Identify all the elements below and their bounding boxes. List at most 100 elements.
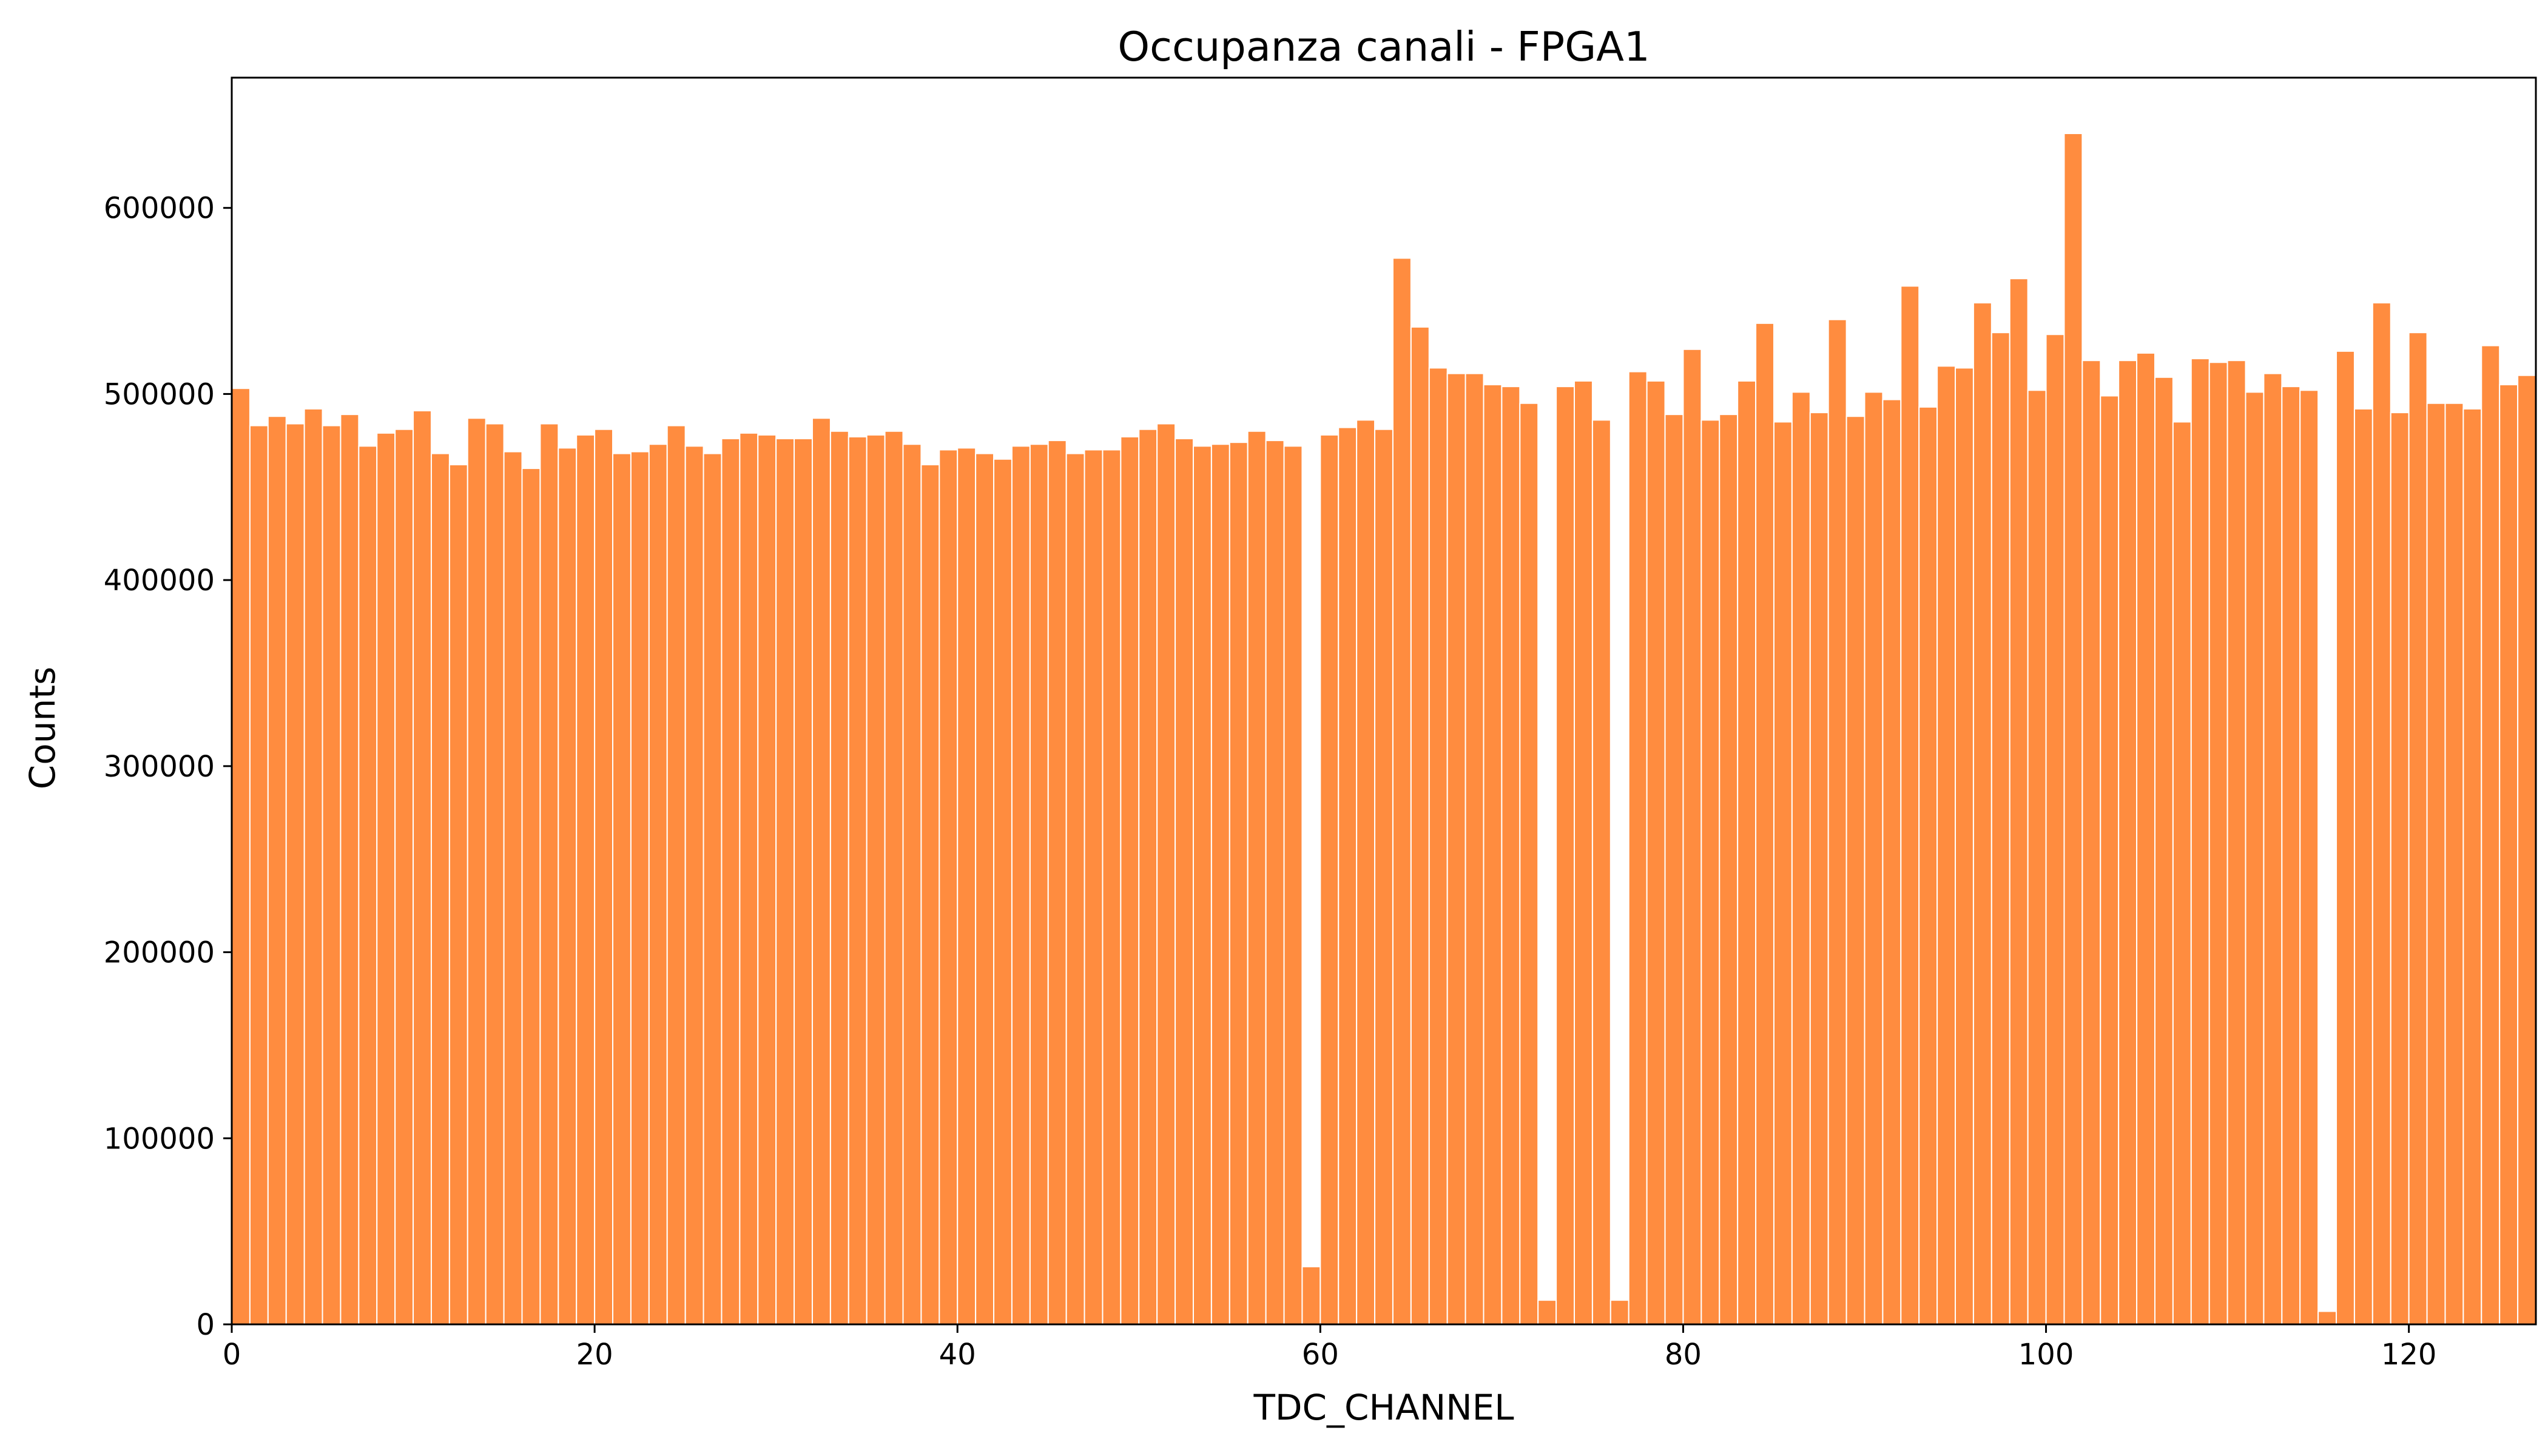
bar-channel-32 [811, 417, 831, 1325]
bar-channel-60 [1320, 434, 1340, 1325]
bar-channel-5 [322, 425, 342, 1325]
bar-channel-86 [1791, 391, 1811, 1326]
bar-channel-93 [1918, 406, 1938, 1325]
bar-channel-99 [2027, 389, 2047, 1325]
y-tick-label: 400000 [104, 564, 215, 598]
bar-channel-121 [2426, 402, 2446, 1325]
bar-channel-75 [1591, 419, 1611, 1326]
bar-channel-36 [884, 430, 904, 1325]
x-tick-label: 80 [1665, 1338, 1702, 1372]
bar-channel-104 [2118, 360, 2138, 1325]
bar-channel-81 [1700, 419, 1721, 1326]
bar-channel-61 [1338, 426, 1358, 1326]
bar-channel-52 [1175, 438, 1194, 1325]
bar-channel-9 [394, 428, 414, 1326]
bar-channel-107 [2172, 421, 2192, 1325]
bar-channel-62 [1356, 419, 1376, 1326]
bar-channel-3 [285, 423, 305, 1325]
bar-channel-56 [1247, 430, 1267, 1325]
bar-channel-41 [975, 453, 995, 1325]
bar-channel-90 [1864, 391, 1884, 1326]
bar-channel-89 [1845, 416, 1866, 1325]
bar-channel-24 [666, 425, 686, 1325]
bar-channel-7 [358, 445, 378, 1326]
bar-channel-40 [957, 447, 977, 1325]
bar-channel-112 [2263, 372, 2283, 1325]
bar-channel-2 [267, 416, 287, 1325]
bar-channel-115 [2317, 1310, 2337, 1325]
bar-channel-4 [303, 408, 323, 1325]
bar-channel-59 [1301, 1266, 1321, 1326]
bar-channel-14 [485, 423, 505, 1325]
bar-channel-94 [1936, 365, 1956, 1326]
bar-channel-111 [2245, 391, 2265, 1326]
y-tick-label: 0 [196, 1308, 215, 1342]
bar-channel-48 [1102, 449, 1122, 1325]
bar-channel-84 [1755, 322, 1774, 1325]
bar-channel-85 [1773, 421, 1793, 1325]
bar-channel-6 [340, 414, 360, 1325]
bar-channel-96 [1972, 302, 1992, 1326]
bar-channel-17 [539, 423, 559, 1325]
bar-channel-11 [430, 453, 450, 1325]
bar-channel-97 [1990, 332, 2010, 1325]
plot-frame [231, 76, 2537, 1326]
bar-channel-74 [1574, 380, 1593, 1325]
bar-channel-118 [2371, 302, 2391, 1326]
bar-channel-106 [2154, 376, 2174, 1325]
bar-channel-55 [1228, 442, 1249, 1325]
bar-channel-76 [1609, 1299, 1630, 1326]
bar-channel-71 [1519, 402, 1539, 1325]
y-tick-label: 500000 [104, 377, 215, 411]
bar-channel-49 [1120, 436, 1140, 1326]
bar-channel-43 [1011, 445, 1031, 1326]
bar-channel-66 [1428, 367, 1448, 1325]
x-tick-label: 20 [576, 1338, 613, 1372]
bar-channel-30 [775, 438, 795, 1325]
bar-channel-45 [1047, 440, 1067, 1325]
bar-channel-102 [2081, 360, 2101, 1325]
bar-channel-37 [902, 443, 922, 1325]
x-tick-label: 100 [2018, 1338, 2074, 1372]
bar-channel-12 [448, 463, 468, 1326]
bar-channel-77 [1628, 371, 1648, 1325]
bar-channel-105 [2136, 352, 2155, 1325]
bar-channel-50 [1138, 428, 1158, 1326]
bar-channel-116 [2336, 350, 2355, 1325]
bar-channel-78 [1646, 380, 1666, 1325]
bar-channel-113 [2281, 386, 2301, 1325]
bar-channel-57 [1265, 440, 1285, 1325]
bar-channel-51 [1156, 423, 1176, 1325]
bar-channel-38 [920, 463, 940, 1326]
bar-channel-88 [1827, 318, 1847, 1325]
bar-channel-79 [1664, 414, 1684, 1325]
bar-channel-122 [2444, 402, 2464, 1325]
bar-channel-8 [376, 432, 396, 1325]
bar-channel-67 [1446, 372, 1466, 1325]
bar-channel-82 [1719, 414, 1739, 1325]
bar-channel-87 [1809, 412, 1829, 1325]
bar-channel-108 [2190, 358, 2210, 1325]
bar-channel-64 [1392, 257, 1412, 1326]
bar-channel-98 [2009, 278, 2029, 1325]
bar-channel-123 [2462, 408, 2482, 1325]
bar-channel-21 [612, 453, 632, 1325]
y-tick-label: 600000 [104, 192, 215, 226]
bar-channel-69 [1483, 384, 1503, 1326]
y-tick-label: 100000 [104, 1122, 215, 1156]
bar-channel-83 [1737, 380, 1757, 1325]
bar-channel-53 [1192, 445, 1212, 1326]
bar-channel-126 [2517, 374, 2537, 1326]
x-tick-label: 0 [223, 1338, 241, 1372]
x-tick-label: 60 [1302, 1338, 1339, 1372]
bar-channel-109 [2208, 362, 2228, 1325]
bar-channel-120 [2408, 332, 2428, 1325]
bar-channel-16 [521, 468, 541, 1325]
bar-channel-19 [576, 434, 596, 1325]
bar-channel-63 [1374, 428, 1394, 1326]
bar-channel-44 [1029, 443, 1049, 1325]
bar-channel-29 [757, 434, 777, 1325]
bar-channel-34 [848, 436, 868, 1326]
bar-channel-42 [993, 458, 1013, 1325]
